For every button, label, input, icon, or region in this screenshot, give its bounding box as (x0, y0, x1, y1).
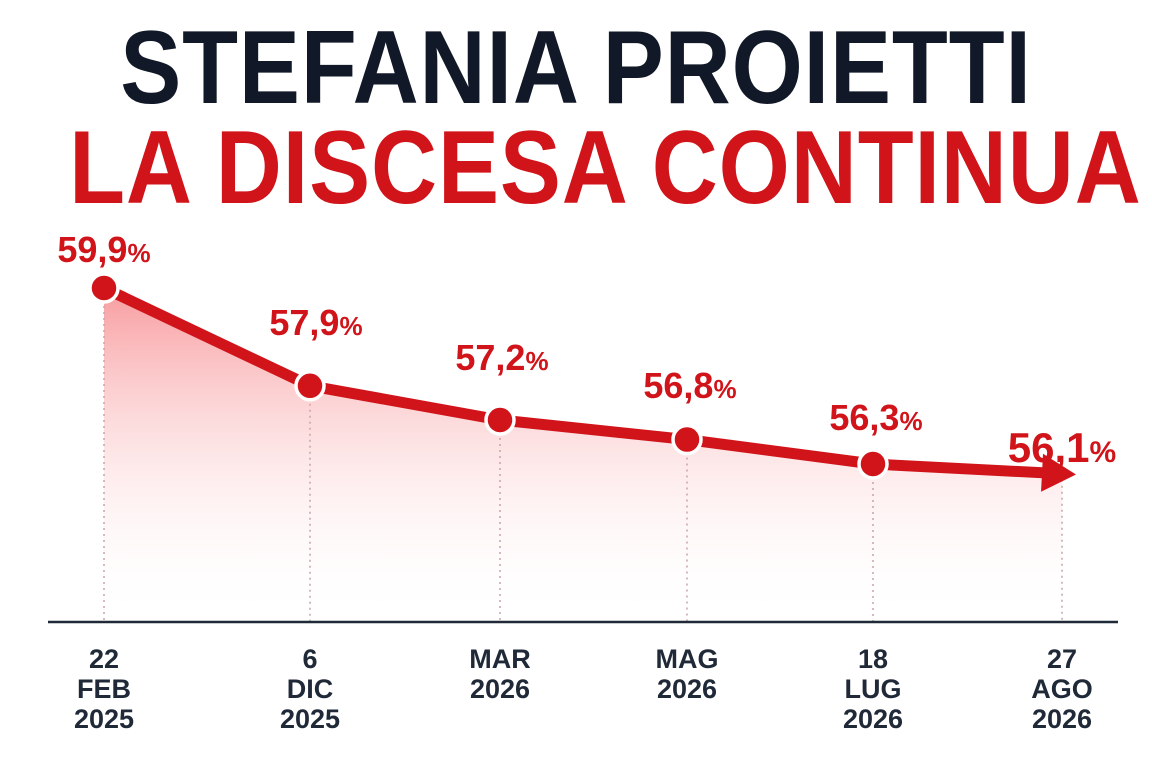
chart-subtitle: LA DISCESA CONTINUA (69, 110, 1142, 226)
series-line (98, 282, 1068, 480)
data-point (88, 272, 120, 304)
data-point (294, 370, 326, 402)
data-point (857, 448, 889, 480)
data-label: 56,1% (1008, 424, 1116, 471)
x-tick-label: 22 FEB 2025 (74, 644, 134, 734)
x-tick-label: MAG 2026 (656, 644, 719, 704)
data-label: 56,3% (829, 397, 922, 438)
x-tick-label: 27 AGO 2026 (1031, 644, 1093, 734)
arrow-head (1041, 453, 1076, 492)
data-label: 57,9% (269, 302, 362, 343)
area-fill (104, 288, 1062, 622)
x-tick-label: 6 DIC 2025 (280, 644, 340, 734)
chart-title: STEFANIA PROIETTI (120, 10, 1032, 126)
data-label: 59,9% (57, 229, 150, 270)
x-tick-label: MAR 2026 (469, 644, 531, 704)
data-point (671, 423, 703, 456)
x-tick-label: 18 LUG 2026 (843, 644, 903, 734)
data-label: 56,8% (643, 365, 736, 406)
data-label: 57,2% (455, 337, 548, 378)
data-point (484, 404, 516, 436)
